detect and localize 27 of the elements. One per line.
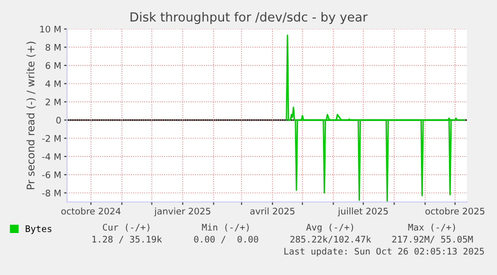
y-tick-label: 6 M [46,62,61,69]
y-tick-label: 4 M [45,80,61,88]
text: Max (-/+) [408,224,455,232]
text: Last update: Sun Oct 26 02:05:13 2025 [284,248,484,256]
text: Avg (-/+) [306,224,354,232]
y-tick-label: -2 M [42,134,61,142]
x-tick-label: octobre 2025 [425,208,484,215]
chart-title: Disk throughput for /dev/sdc - by year [130,12,368,24]
text: 0.00 / 0.00 [194,236,258,244]
x-tick-label: juillet 2025 [338,208,388,216]
y-tick-label: -8 M [42,190,61,196]
y-tick-label: -4 M [42,153,61,160]
text: 217.92M/ 55.05M [392,236,473,244]
text: 285.22k/102.47k [290,236,372,244]
y-tick-label: 8 M [46,44,61,51]
y-tick-label: 10 M [40,26,61,33]
x-tick-label: octobre 2024 [61,208,121,215]
y-tick-label: 2 M [46,98,61,106]
text: 1.28 / 35.19k [92,236,162,244]
text: Cur (-/+) [102,224,150,232]
y-tick-label: -6 M [42,171,61,178]
y-axis-title: Pr second read (-) / write (+) [26,42,36,190]
x-tick-label: janvier 2025 [154,208,210,216]
x-tick-label: avril 2025 [250,208,294,215]
text: Min (-/+) [202,224,249,232]
y-tick-label: 0 [56,116,61,124]
legend-label: Bytes [26,225,52,234]
